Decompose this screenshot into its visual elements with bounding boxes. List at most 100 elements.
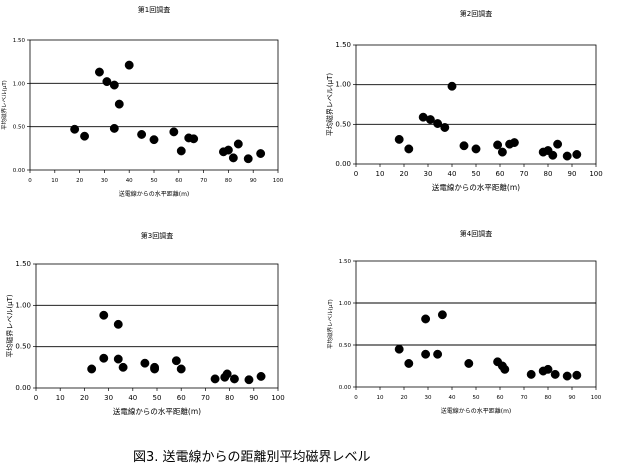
data-point xyxy=(140,358,150,368)
data-point xyxy=(99,310,109,320)
x-tick-label: 30 xyxy=(424,170,433,178)
data-point xyxy=(233,139,243,149)
x-tick-label: 40 xyxy=(128,394,137,402)
x-tick-label: 10 xyxy=(51,178,58,184)
data-point xyxy=(543,364,553,374)
data-point xyxy=(109,123,119,133)
y-tick-label: 1.50 xyxy=(13,38,26,44)
data-point xyxy=(114,99,124,109)
x-tick-label: 90 xyxy=(249,394,258,402)
chart-panel-3: 第3回調査 0.00 0.50 1.00 1.50 0 10 20 30 40 50 60 70 80 90… xyxy=(5,231,285,416)
plot-area xyxy=(29,39,279,171)
data-point xyxy=(223,145,233,155)
x-tick-label: 0 xyxy=(354,170,358,178)
data-point xyxy=(150,362,160,372)
data-point xyxy=(169,127,179,137)
chart-grid: 第1回調査 0.00 0.50 1.00 1.50 0 10 20 30 40 50 60 70 80 90… xyxy=(0,5,603,416)
data-point xyxy=(244,375,254,385)
chart-panel-2: 第2回調査 0.00 0.50 1.00 1.50 0 10 20 30 40 50 60 70 80 90… xyxy=(325,9,603,192)
x-tick-label: 50 xyxy=(473,395,480,401)
x-tick-label: 70 xyxy=(200,178,207,184)
x-tick-label: 60 xyxy=(497,395,504,401)
x-tick-label: 0 xyxy=(34,394,38,402)
data-point xyxy=(80,131,90,141)
data-point xyxy=(493,140,503,150)
x-tick-label: 80 xyxy=(225,178,232,184)
data-point xyxy=(137,130,147,139)
data-point xyxy=(437,310,447,320)
data-point xyxy=(176,364,186,374)
x-tick-label: 50 xyxy=(151,178,158,184)
x-tick-label: 60 xyxy=(175,178,182,184)
y-tick-label: 1.00 xyxy=(15,301,31,309)
data-point xyxy=(421,314,431,324)
y-tick-label: 1.50 xyxy=(339,259,352,265)
x-tick-label: 90 xyxy=(569,395,576,401)
plot-area xyxy=(355,260,597,388)
chart-panel-1: 第1回調査 0.00 0.50 1.00 1.50 0 10 20 30 40 50 60 70 80 90… xyxy=(0,5,284,198)
y-tick-label: 0.00 xyxy=(339,385,352,391)
data-point xyxy=(222,369,232,379)
data-point xyxy=(404,359,414,368)
y-tick-label: 0.50 xyxy=(15,343,31,351)
y-tick-label: 1.50 xyxy=(15,260,31,268)
x-tick-label: 10 xyxy=(376,170,385,178)
x-tick-label: 30 xyxy=(104,394,113,402)
figure-caption: 図3. 送電線からの距離別平均磁界レベル xyxy=(133,450,371,465)
data-point xyxy=(189,134,199,144)
x-tick-label: 90 xyxy=(250,178,257,184)
x-tick-label: 80 xyxy=(544,170,553,178)
chart-title: 第3回調査 xyxy=(141,231,173,240)
x-tick-label: 50 xyxy=(153,394,162,402)
chart-title: 第4回調査 xyxy=(460,229,492,238)
x-axis-label: 送電線からの水平距離(m) xyxy=(119,190,190,198)
x-tick-label: 10 xyxy=(377,395,384,401)
data-point xyxy=(256,149,266,158)
x-axis-label: 送電線からの水平距離(m) xyxy=(113,406,201,416)
y-tick-label: 0.50 xyxy=(13,125,26,131)
data-point xyxy=(572,370,582,380)
x-tick-label: 50 xyxy=(472,170,481,178)
x-tick-label: 30 xyxy=(425,395,432,401)
x-tick-label: 30 xyxy=(101,178,108,184)
x-axis-label: 送電線からの水平距離(m) xyxy=(432,182,520,192)
data-point xyxy=(464,359,474,368)
data-point xyxy=(176,146,186,156)
x-tick-label: 80 xyxy=(545,395,552,401)
data-point xyxy=(99,353,109,363)
data-point xyxy=(440,123,450,132)
data-point xyxy=(447,81,457,91)
y-tick-label: 0.00 xyxy=(13,168,26,174)
x-tick-label: 40 xyxy=(126,178,133,184)
y-tick-label: 0.50 xyxy=(335,120,351,128)
data-point xyxy=(102,77,112,87)
data-point xyxy=(562,151,572,161)
data-point xyxy=(509,138,519,148)
data-point xyxy=(394,344,404,354)
x-tick-label: 10 xyxy=(56,394,65,402)
data-point xyxy=(497,147,507,157)
x-tick-label: 20 xyxy=(76,178,83,184)
data-point xyxy=(553,139,563,149)
x-tick-label: 100 xyxy=(273,178,284,184)
data-point xyxy=(433,349,443,359)
x-tick-label: 80 xyxy=(225,394,234,402)
data-point xyxy=(113,319,123,329)
data-point xyxy=(394,134,404,144)
data-point xyxy=(459,141,469,151)
y-axis-label: 平均磁界レベル(μT) xyxy=(325,73,334,136)
x-tick-label: 100 xyxy=(271,394,284,402)
data-point xyxy=(229,374,239,384)
x-tick-label: 100 xyxy=(591,395,602,401)
x-tick-label: 60 xyxy=(496,170,505,178)
data-point xyxy=(562,371,572,381)
data-point xyxy=(87,364,97,374)
y-tick-label: 0.00 xyxy=(15,384,31,392)
x-tick-label: 20 xyxy=(80,394,89,402)
x-tick-label: 40 xyxy=(448,170,457,178)
y-tick-label: 1.00 xyxy=(339,301,352,307)
data-point xyxy=(404,144,414,154)
data-point xyxy=(118,362,128,372)
y-axis-label: 平均磁界レベル(μT) xyxy=(326,299,334,349)
x-tick-label: 40 xyxy=(449,395,456,401)
